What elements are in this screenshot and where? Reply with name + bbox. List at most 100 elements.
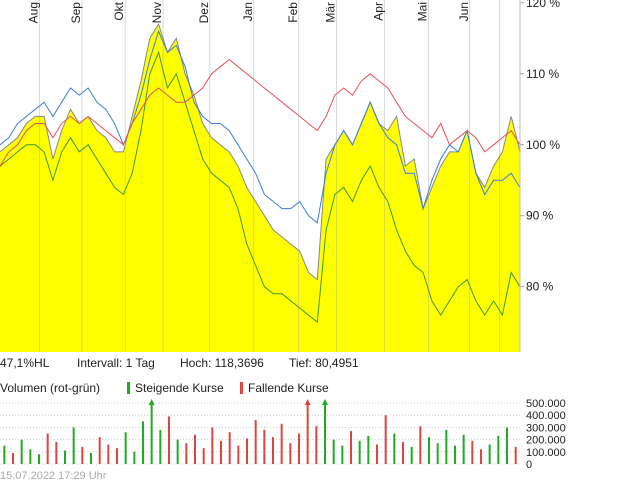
volume-bar — [55, 442, 58, 464]
volume-bar — [393, 433, 396, 464]
legend-label: Steigende Kurse — [135, 381, 224, 395]
price-line — [0, 50, 521, 324]
y-tick-label: 300.000 — [526, 422, 566, 434]
volume-bar — [419, 426, 422, 464]
month-label: Okt — [112, 1, 126, 20]
volume-bar — [202, 448, 205, 464]
timestamp: 15.07.2022 17:29 Uhr — [0, 470, 107, 482]
volume-bar — [228, 432, 231, 464]
volume-bar — [289, 443, 292, 464]
month-label: Jun — [457, 2, 471, 21]
volume-bar — [29, 449, 32, 464]
volume-bar — [133, 451, 136, 464]
volume-bar — [237, 445, 240, 464]
y-tick-label: 90 % — [526, 209, 554, 223]
volume-bar — [410, 446, 413, 464]
volume-bar — [194, 434, 196, 464]
volume-bar — [332, 439, 335, 464]
month-label: Aug — [27, 2, 41, 23]
volume-bar — [480, 449, 482, 464]
y-tick-label: 400.000 — [526, 410, 566, 422]
volume-bar — [358, 440, 361, 464]
legend-label: Fallende Kurse — [248, 381, 329, 395]
overflow-arrow — [148, 399, 155, 405]
y-tick-label: 500.000 — [526, 398, 566, 410]
volume-bar — [46, 433, 49, 464]
volume-bar — [150, 403, 153, 464]
y-tick-label: 80 % — [526, 280, 554, 294]
volume-bar — [506, 427, 508, 464]
volume-bar — [428, 437, 430, 464]
volume-bar — [220, 440, 222, 464]
volume-bar — [462, 434, 465, 464]
volume-bar — [211, 427, 214, 464]
volume-bar — [341, 445, 344, 464]
volume-bar — [298, 433, 300, 464]
volume-bar — [488, 444, 491, 464]
volume-bar — [280, 423, 283, 464]
volume-bar — [306, 403, 309, 464]
month-label: Dez — [197, 2, 211, 23]
volume-bar — [142, 421, 144, 464]
area — [0, 24, 520, 352]
month-label: Apr — [371, 2, 385, 21]
month-label: Mär — [324, 2, 338, 23]
y-tick-label: 100 % — [526, 138, 560, 152]
volume-bar — [436, 443, 439, 464]
y-tick-label: 100.000 — [526, 447, 566, 459]
info-text: Tief: 80,4951 — [289, 356, 359, 370]
volume-bar — [124, 432, 127, 464]
legend-swatch — [127, 382, 130, 394]
volume-bar — [38, 454, 40, 464]
overflow-arrow — [304, 399, 311, 405]
volume-bar — [376, 444, 378, 464]
volume-bar — [471, 440, 474, 464]
volume-bar — [185, 443, 188, 464]
volume-bar — [254, 420, 257, 464]
y-tick-label: 0 — [526, 459, 532, 471]
volume-bar — [72, 427, 75, 464]
info-text: Intervall: 1 Tag — [77, 356, 155, 370]
volume-bar — [98, 437, 101, 464]
month-label: Feb — [286, 2, 300, 23]
price-line — [0, 29, 521, 224]
y-tick-label: 110 % — [526, 67, 559, 81]
volume-bar — [107, 444, 110, 464]
volume-bar — [454, 445, 456, 464]
volume-bar — [20, 439, 23, 464]
volume-bar — [324, 403, 326, 464]
month-label: Mai — [415, 2, 429, 21]
volume-bar — [367, 435, 370, 464]
month-label: Sep — [69, 2, 83, 24]
volume-bar — [176, 439, 179, 464]
volume-bar — [384, 415, 387, 464]
volume-title: Volumen (rot-grün) — [0, 381, 100, 395]
info-text: Hoch: 118,3696 — [180, 356, 264, 370]
volume-bar — [90, 453, 92, 464]
volume-bar — [64, 450, 66, 464]
volume-bar — [445, 429, 448, 464]
volume-bar — [246, 438, 248, 464]
volume-bar — [402, 442, 404, 464]
volume-bar — [116, 448, 118, 464]
info-text: 47,1%HL — [0, 356, 50, 370]
volume-bar — [514, 446, 517, 464]
legend-swatch — [240, 382, 243, 394]
volume-bar — [272, 437, 274, 464]
volume-bar — [263, 429, 266, 464]
volume-bar — [159, 429, 162, 464]
month-label: Nov — [150, 2, 164, 23]
volume-bar — [12, 453, 14, 464]
volume-bar — [497, 435, 500, 464]
month-label: Jan — [241, 2, 255, 21]
volume-bar — [315, 426, 318, 464]
y-tick-label: 120 % — [526, 0, 560, 10]
volume-bar — [350, 431, 352, 464]
volume-bar — [168, 416, 170, 464]
volume-bar — [3, 445, 6, 464]
y-tick-label: 200.000 — [526, 435, 566, 447]
volume-bar — [81, 446, 84, 464]
overflow-arrow — [322, 399, 328, 405]
price-line — [0, 58, 521, 167]
